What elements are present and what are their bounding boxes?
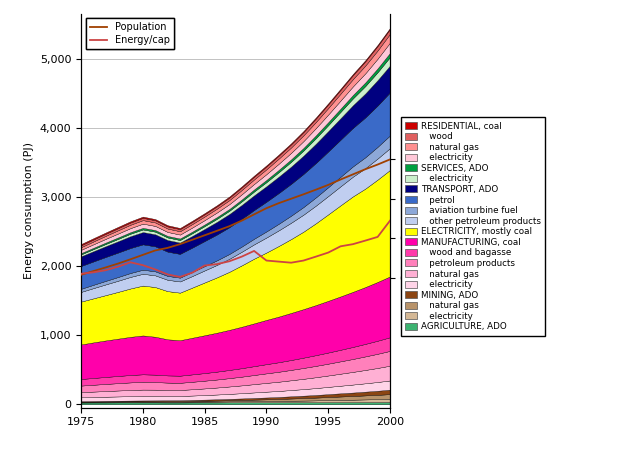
- Legend: Population, Energy/cap: Population, Energy/cap: [86, 19, 174, 49]
- Legend: RESIDENTIAL, coal,    wood,    natural gas,    electricity, SERVICES, ADO,    el: RESIDENTIAL, coal, wood, natural gas, el…: [401, 117, 545, 336]
- Y-axis label: Energy consumption (PJ): Energy consumption (PJ): [24, 142, 34, 279]
